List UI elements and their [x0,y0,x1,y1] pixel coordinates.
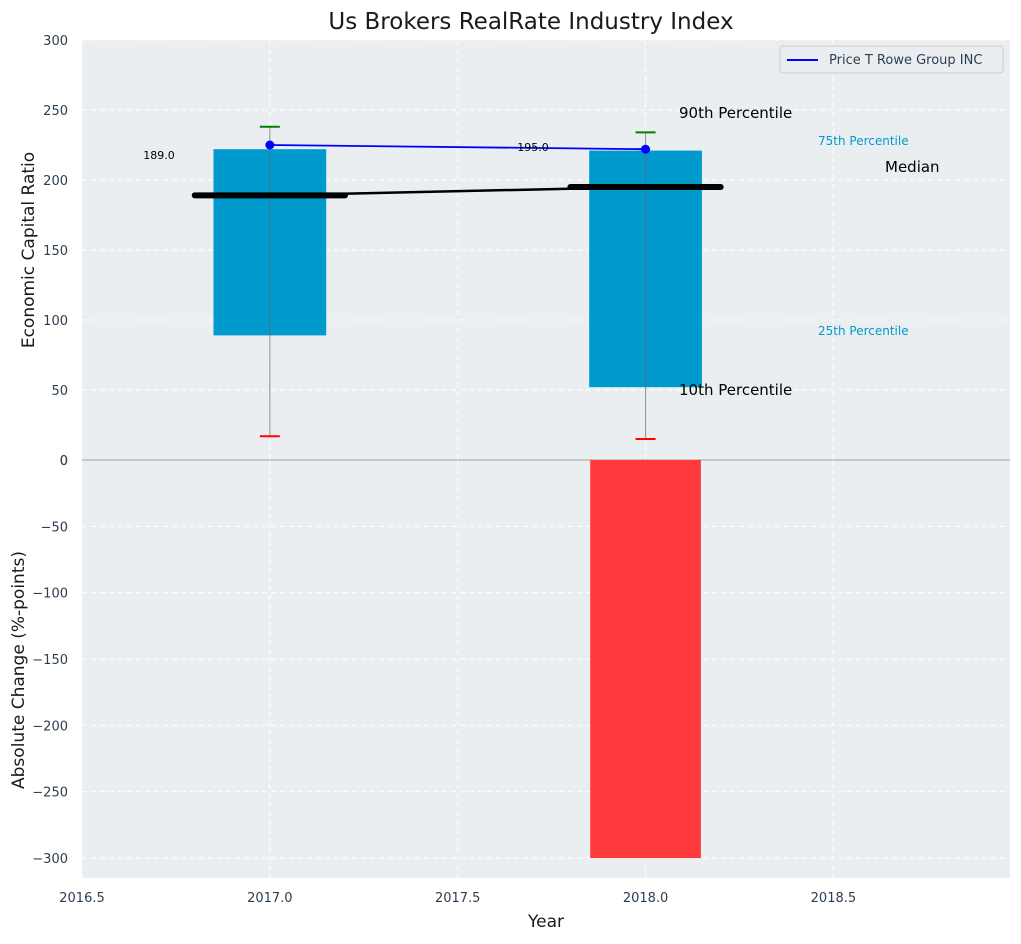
bottom-y-tick-label: −50 [41,520,68,535]
top-y-tick-label: 100 [43,314,68,329]
x-axis-label: Year [527,912,564,932]
x-tick-label: 2017.0 [247,891,293,906]
chart-text: Us Brokers RealRate Industry Index Year … [9,9,940,932]
top-y-tick-label: 150 [43,244,68,259]
bottom-y-tick-label: −150 [32,653,68,668]
top-y-tick-label: 50 [51,384,68,399]
top-y-tick-label: 0 [60,454,68,469]
company-point-2018 [641,144,651,154]
top-y-tick-label: 300 [43,34,68,49]
company-series-line [269,144,646,151]
median-trend-line [269,185,646,197]
median-label-2018: 195.0 [517,141,549,154]
company-point-2017 [265,140,275,150]
x-tick-label: 2017.5 [435,891,481,906]
x-tick-label: 2018.0 [623,891,669,906]
change-bar-2018 [590,460,701,859]
bottom-y-tick-label: −250 [32,786,68,801]
bottom-y-tick-label: −100 [32,587,68,602]
legend-label-company: Price T Rowe Group INC [829,53,982,68]
chart-title: Us Brokers RealRate Industry Index [328,9,733,35]
chart-marks [191,125,724,859]
bottom-y-tick-label: −200 [32,719,68,734]
bottom-y-tick-label: 0 [60,454,68,469]
annotation-p75: 75th Percentile [818,134,909,148]
annotation-p10: 10th Percentile [679,381,792,399]
bottom-panel-background [82,460,1010,878]
bottom-y-axis-label: Absolute Change (%-points) [9,551,29,789]
legend-box [779,45,1004,74]
top-y-tick-label: 200 [43,174,68,189]
top-y-axis-label: Economic Capital Ratio [19,152,39,348]
median-label-2017: 189.0 [143,149,175,162]
legend: Price T Rowe Group INC [779,45,1004,74]
bottom-y-tick-label: −300 [32,852,68,867]
annotation-p90: 90th Percentile [679,104,792,122]
x-tick-label: 2018.5 [811,891,857,906]
bottom-panel [82,460,1010,878]
top-y-tick-label: 250 [43,104,68,119]
annotation-median: Median [885,158,940,176]
x-tick-label: 2016.5 [59,891,105,906]
annotation-p25: 25th Percentile [818,324,909,338]
